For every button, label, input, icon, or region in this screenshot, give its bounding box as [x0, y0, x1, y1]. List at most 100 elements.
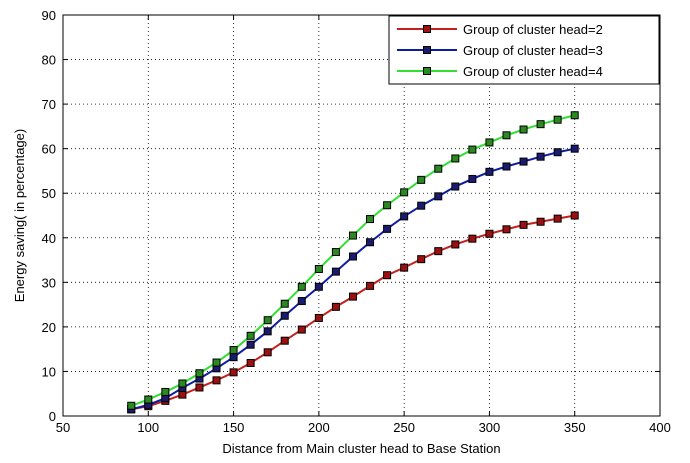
data-point	[451, 154, 460, 163]
data-point	[127, 401, 136, 410]
data-point	[297, 297, 306, 306]
x-tick-label: 300	[479, 420, 501, 435]
data-point	[451, 182, 460, 191]
data-point	[212, 376, 221, 385]
legend-label: Group of cluster head=2	[463, 22, 603, 37]
data-point	[280, 336, 289, 345]
data-point	[229, 353, 238, 362]
data-point	[519, 157, 528, 166]
data-point	[383, 224, 392, 233]
data-point	[383, 201, 392, 210]
x-tick-label: 200	[308, 420, 330, 435]
data-point	[144, 395, 153, 404]
x-tick-label: 150	[223, 420, 245, 435]
data-point	[314, 313, 323, 322]
data-point	[212, 358, 221, 367]
data-point	[451, 240, 460, 249]
data-point	[434, 247, 443, 256]
y-tick-label: 20	[42, 320, 56, 335]
data-point	[263, 348, 272, 357]
data-point	[348, 252, 357, 261]
data-point	[178, 390, 187, 399]
y-tick-label: 70	[42, 97, 56, 112]
y-tick-label: 80	[42, 53, 56, 68]
data-point	[502, 162, 511, 171]
y-tick-label: 40	[42, 231, 56, 246]
y-tick-label: 50	[42, 186, 56, 201]
data-point	[417, 201, 426, 210]
data-point	[553, 115, 562, 124]
data-point	[536, 152, 545, 161]
data-point	[263, 327, 272, 336]
y-tick-label: 60	[42, 142, 56, 157]
data-point	[485, 229, 494, 238]
plot-frame	[62, 14, 661, 417]
data-point	[297, 282, 306, 291]
data-point	[246, 340, 255, 349]
data-point	[400, 263, 409, 272]
legend-label: Group of cluster head=4	[463, 64, 603, 79]
data-point	[195, 383, 204, 392]
y-tick-label: 10	[42, 364, 56, 379]
data-point	[178, 379, 187, 388]
data-point	[553, 214, 562, 223]
legend-marker	[423, 25, 431, 33]
data-point	[570, 211, 579, 220]
data-point	[434, 192, 443, 201]
data-point	[400, 212, 409, 221]
data-point	[280, 311, 289, 320]
legend-item: Group of cluster head=2	[397, 22, 603, 37]
x-tick-label: 350	[564, 420, 586, 435]
data-point	[417, 175, 426, 184]
data-point	[314, 264, 323, 273]
x-tick-label: 250	[393, 420, 415, 435]
y-axis-title: Energy saving( in percentage)	[12, 129, 27, 302]
legend-marker	[423, 46, 431, 54]
data-point	[570, 144, 579, 153]
data-point	[348, 231, 357, 240]
x-tick-label: 100	[137, 420, 159, 435]
data-point	[297, 325, 306, 334]
data-point	[348, 292, 357, 301]
data-point	[485, 138, 494, 147]
data-point	[331, 302, 340, 311]
data-point	[434, 164, 443, 173]
data-point	[383, 271, 392, 280]
data-point	[485, 167, 494, 176]
series-group	[127, 111, 579, 414]
data-point	[553, 148, 562, 157]
data-point	[366, 281, 375, 290]
data-point	[263, 316, 272, 325]
data-point	[502, 131, 511, 140]
data-point	[229, 346, 238, 355]
data-point	[331, 267, 340, 276]
data-point	[570, 111, 579, 120]
data-point	[468, 234, 477, 243]
data-point	[246, 331, 255, 340]
data-point	[468, 174, 477, 183]
data-point	[366, 238, 375, 247]
legend-marker	[423, 67, 431, 75]
legend-item: Group of cluster head=4	[397, 64, 603, 79]
data-point	[468, 145, 477, 154]
x-tick-label: 400	[649, 420, 671, 435]
data-point	[536, 120, 545, 129]
data-point	[161, 387, 170, 396]
data-point	[502, 225, 511, 234]
legend-label: Group of cluster head=3	[463, 43, 603, 58]
y-tick-label: 30	[42, 275, 56, 290]
data-point	[417, 255, 426, 264]
data-point	[366, 215, 375, 224]
x-axis-title: Distance from Main cluster head to Base …	[222, 441, 500, 456]
data-point	[519, 125, 528, 134]
data-point	[280, 299, 289, 308]
data-point	[400, 188, 409, 197]
y-tick-label: 90	[42, 8, 56, 23]
y-tick-label: 0	[49, 409, 56, 424]
data-point	[195, 369, 204, 378]
x-tick-label: 50	[56, 420, 70, 435]
data-point	[519, 220, 528, 229]
data-point	[246, 358, 255, 367]
